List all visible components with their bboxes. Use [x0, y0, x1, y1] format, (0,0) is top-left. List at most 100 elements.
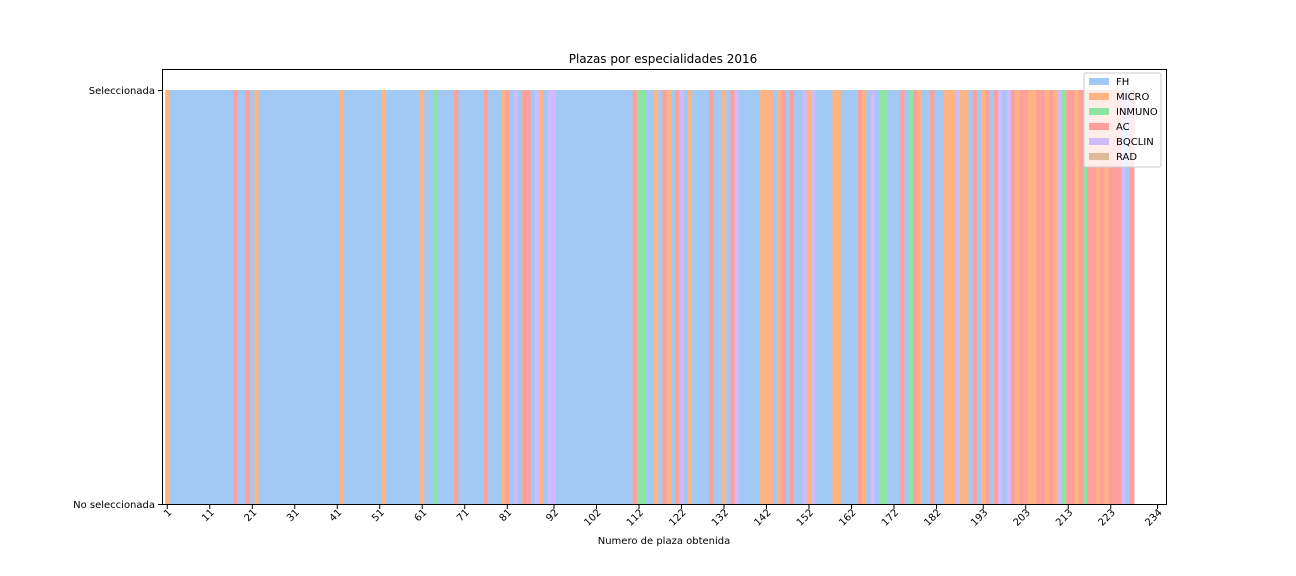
bar-plaza-30-fh — [288, 90, 293, 504]
bar-plaza-72-fh — [466, 90, 472, 504]
x-tick-label: 51 — [370, 507, 387, 524]
bar-plaza-23-fh — [258, 90, 264, 504]
bar-plaza-15-fh — [224, 90, 230, 504]
legend-label-bqclin: BQCLIN — [1116, 137, 1154, 148]
bar-plaza-35-fh — [309, 90, 315, 504]
bar-plaza-200-ac — [1010, 90, 1016, 504]
bar-plaza-44-fh — [347, 90, 353, 504]
bar-plaza-46-fh — [356, 90, 361, 504]
bar-plaza-191-ac — [972, 90, 978, 504]
bar-plaza-11-fh — [207, 90, 213, 504]
bar-plaza-57-fh — [403, 90, 408, 504]
bar-plaza-188-micro — [959, 90, 965, 504]
bar-plaza-151-bqclin — [802, 90, 808, 504]
x-tick-label: 162 — [837, 507, 858, 528]
bar-plaza-34-fh — [305, 90, 310, 504]
bar-plaza-63-fh — [428, 90, 434, 504]
bar-plaza-100-fh — [585, 90, 591, 504]
bar-plaza-126-fh — [696, 90, 701, 504]
bar-plaza-122-bqclin — [679, 90, 684, 504]
bar-plaza-89-micro — [539, 90, 544, 504]
bar-plaza-95-fh — [564, 90, 570, 504]
bar-plaza-182-fh — [934, 90, 939, 504]
bar-plaza-166-fh — [866, 90, 871, 504]
bar-plaza-38-fh — [322, 90, 327, 504]
bar-plaza-55-fh — [394, 90, 400, 504]
legend-label-inmuno: INMUNO — [1116, 107, 1158, 118]
bar-plaza-186-micro — [951, 90, 956, 504]
bar-plaza-53-fh — [386, 90, 391, 504]
bar-plaza-179-fh — [921, 90, 927, 504]
bar-plaza-160-fh — [840, 90, 846, 504]
bar-plaza-118-ac — [662, 90, 667, 504]
bar-plaza-25-fh — [267, 90, 272, 504]
bar-plaza-84-fh — [517, 90, 523, 504]
bar-plaza-13-fh — [216, 90, 221, 504]
bar-plaza-226-bqclin — [1121, 90, 1126, 504]
bar-plaza-221-ac — [1100, 90, 1105, 504]
legend-swatch-ac — [1089, 123, 1109, 130]
bar-plaza-109-fh — [624, 90, 629, 504]
bar-plaza-187-bqclin — [955, 90, 961, 504]
bar-plaza-114-fh — [645, 90, 650, 504]
bar-plaza-26-fh — [271, 90, 276, 504]
bar-plaza-208-micro — [1044, 90, 1050, 504]
x-tick-label: 213 — [1054, 507, 1075, 528]
bar-plaza-224-ac — [1112, 90, 1118, 504]
bar-plaza-112-inmuno — [636, 90, 642, 504]
bar-plaza-195-fh — [989, 90, 995, 504]
plot-frame — [162, 69, 1167, 505]
bar-plaza-80-micro — [500, 90, 506, 504]
bar-plaza-167-bqclin — [870, 90, 876, 504]
bar-plaza-19-fh — [241, 90, 247, 504]
bar-plaza-39-fh — [326, 90, 332, 504]
bar-plaza-220-micro — [1095, 90, 1101, 504]
x-tick-label: 172 — [880, 507, 901, 528]
bar-plaza-66-fh — [441, 90, 446, 504]
bar-plaza-152-micro — [806, 90, 812, 504]
legend-swatch-rad — [1089, 153, 1109, 160]
bar-plaza-161-fh — [845, 90, 850, 504]
bar-plaza-175-fh — [904, 90, 910, 504]
bar-plaza-190-fh — [968, 90, 973, 504]
x-tick-label: 41 — [328, 507, 345, 524]
bar-plaza-7-fh — [190, 90, 196, 504]
bar-plaza-69-ac — [454, 90, 459, 504]
bar-plaza-32-fh — [296, 90, 302, 504]
bar-plaza-153-bqclin — [811, 90, 816, 504]
bar-plaza-133-fh — [726, 90, 731, 504]
bar-plaza-164-ac — [857, 90, 863, 504]
bar-plaza-198-fh — [1002, 90, 1007, 504]
bar-plaza-67-fh — [445, 90, 451, 504]
bar-plaza-172-fh — [891, 90, 897, 504]
bar-plaza-201-micro — [1015, 90, 1020, 504]
bar-plaza-214-ac — [1070, 90, 1075, 504]
bar-plaza-3-fh — [173, 90, 179, 504]
bar-plaza-12-fh — [211, 90, 217, 504]
bar-plaza-6-fh — [186, 90, 191, 504]
bar-plaza-54-fh — [390, 90, 395, 504]
bar-plaza-61-micro — [420, 90, 425, 504]
bar-plaza-174-ac — [900, 90, 905, 504]
bar-plaza-219-ac — [1091, 90, 1097, 504]
bar-plaza-170-inmuno — [883, 90, 888, 504]
bar-plaza-142-micro — [764, 90, 769, 504]
bar-plaza-134-ac — [730, 90, 735, 504]
bar-plaza-94-fh — [560, 90, 565, 504]
bar-plaza-117-fh — [658, 90, 663, 504]
bar-plaza-17-ac — [233, 90, 238, 504]
bar-plaza-1-micro — [165, 90, 170, 504]
x-axis-ticks: 1 11 21 31 41 51 61 71 81 92 102 112 122 132 142 152 162… — [162, 505, 1165, 529]
bar-plaza-42-micro — [339, 90, 344, 504]
bar-plaza-136-fh — [738, 90, 744, 504]
bar-plaza-14-fh — [220, 90, 225, 504]
bar-plaza-113-inmuno — [641, 90, 646, 504]
bar-plaza-193-micro — [981, 90, 986, 504]
bar-plaza-52-micro — [381, 90, 387, 504]
bar-plaza-92-bqclin — [551, 90, 557, 504]
bar-plaza-8-fh — [194, 90, 200, 504]
bar-plaza-183-fh — [938, 90, 944, 504]
bar-plaza-196-ac — [993, 90, 999, 504]
bar-plaza-18-fh — [237, 90, 242, 504]
